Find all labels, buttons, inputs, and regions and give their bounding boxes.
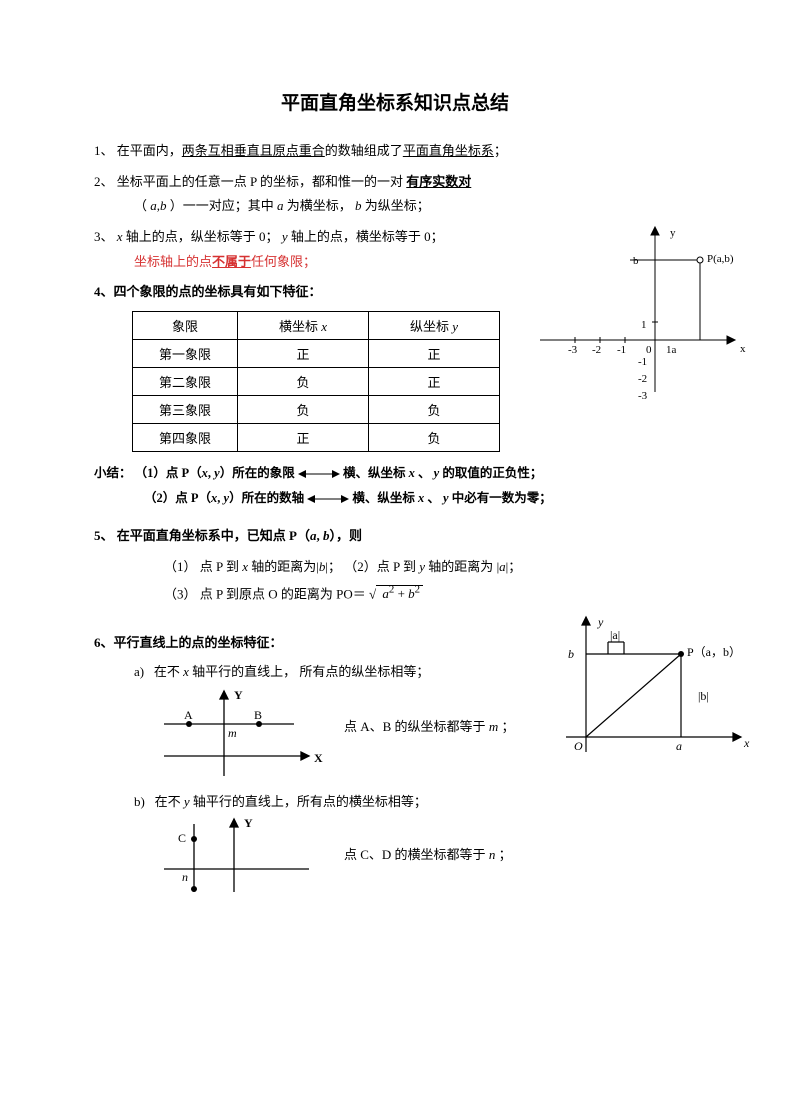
point-2: 2、 坐标平面上的任意一点 P 的坐标，都和惟一的一对 有序实数对 （ a,b … bbox=[94, 170, 696, 219]
num: 4、 bbox=[94, 284, 114, 299]
point-6b: b) 在不 y 轴平行的直线上，所有点的横坐标相等； bbox=[94, 791, 696, 810]
svg-text:Y: Y bbox=[244, 816, 253, 830]
svg-text:|b|: |b| bbox=[698, 689, 709, 703]
point-1: 1、 在平面内，两条互相垂直且原点重合的数轴组成了平面直角坐标系； bbox=[94, 139, 696, 164]
svg-text:|a|: |a| bbox=[610, 628, 620, 642]
svg-text:x: x bbox=[740, 343, 746, 355]
figure-4-row: Y C n 点 C、D 的横坐标都等于 n ； bbox=[94, 814, 696, 894]
svg-text:n: n bbox=[182, 870, 188, 884]
table-row: 第二象限负正 bbox=[133, 368, 500, 396]
distance-diagram-icon: y x P（a，b） O a b |a| |b| bbox=[546, 612, 756, 762]
svg-text:B: B bbox=[254, 708, 262, 722]
figure-2: y x P（a，b） O a b |a| |b| bbox=[546, 612, 756, 762]
table-row: 第一象限正正 bbox=[133, 340, 500, 368]
svg-text:-2: -2 bbox=[592, 344, 601, 356]
svg-text:y: y bbox=[597, 615, 604, 629]
arrow-both-icon bbox=[307, 494, 349, 504]
figure-4: Y C n bbox=[154, 814, 324, 894]
figure-1: y x P(a,b) b 1 1a 0 -3 -2 -1 -1 -2 -3 bbox=[540, 222, 750, 402]
svg-text:-2: -2 bbox=[638, 373, 647, 385]
num: 2、 bbox=[94, 174, 114, 189]
svg-text:-1: -1 bbox=[638, 356, 647, 368]
point-2b: （ a,b ）一一对应；其中 a 为横坐标， b 为纵坐标； bbox=[94, 194, 696, 219]
svg-text:P(a,b): P(a,b) bbox=[707, 253, 734, 265]
svg-text:A: A bbox=[184, 708, 193, 722]
svg-text:y: y bbox=[670, 227, 676, 239]
table-header: 象限 横坐标 x 纵坐标 y bbox=[133, 312, 500, 340]
svg-text:0: 0 bbox=[646, 344, 652, 356]
figure-4-note: 点 C、D 的横坐标都等于 n ； bbox=[324, 814, 696, 868]
svg-text:b: b bbox=[633, 255, 639, 267]
svg-text:b: b bbox=[568, 647, 574, 661]
svg-text:C: C bbox=[178, 831, 186, 845]
svg-text:-3: -3 bbox=[568, 344, 578, 356]
svg-text:m: m bbox=[228, 726, 237, 740]
svg-text:1a: 1a bbox=[666, 344, 677, 356]
page-title: 平面直角坐标系知识点总结 bbox=[94, 88, 696, 115]
svg-text:a: a bbox=[676, 739, 682, 753]
page: 平面直角坐标系知识点总结 1、 在平面内，两条互相垂直且原点重合的数轴组成了平面… bbox=[0, 0, 790, 1118]
svg-text:X: X bbox=[314, 751, 323, 765]
num: 5、 bbox=[94, 528, 114, 543]
summary: 小结： （1）点 P（x, y）所在的象限 横、纵坐标 x 、 y 的取值的正负… bbox=[94, 462, 696, 481]
summary-2: （2）点 P（x, y）所在的数轴 横、纵坐标 x 、 y 中必有一数为零； bbox=[94, 487, 696, 506]
svg-text:Y: Y bbox=[234, 688, 243, 702]
svg-text:P（a，b）: P（a，b） bbox=[687, 645, 741, 659]
num: 1、 bbox=[94, 143, 114, 158]
table-row: 第四象限正负 bbox=[133, 424, 500, 452]
svg-text:x: x bbox=[743, 736, 750, 750]
quadrant-table: 象限 横坐标 x 纵坐标 y 第一象限正正 第二象限负正 第三象限负负 第四象限… bbox=[132, 311, 500, 452]
sqrt-formula: √ a2 + b2 bbox=[369, 585, 423, 601]
num: 3、 bbox=[94, 229, 114, 244]
svg-text:-1: -1 bbox=[617, 344, 626, 356]
num: 6、 bbox=[94, 635, 114, 650]
coord-system-icon: y x P(a,b) b 1 1a 0 -3 -2 -1 -1 -2 -3 bbox=[540, 222, 750, 402]
svg-text:O: O bbox=[574, 739, 583, 753]
figure-3: Y X A B m bbox=[154, 686, 324, 781]
point-5-sub: （1） 点 P 到 x 轴的距离为|b|； （2）点 P 到 y 轴的距离为 |… bbox=[94, 555, 696, 607]
svg-text:1: 1 bbox=[641, 319, 647, 331]
point-5: 5、 在平面直角坐标系中，已知点 P（a, b），则 bbox=[94, 524, 696, 549]
svg-text:-3: -3 bbox=[638, 390, 648, 402]
table-row: 第三象限负负 bbox=[133, 396, 500, 424]
arrow-both-icon bbox=[298, 469, 340, 479]
